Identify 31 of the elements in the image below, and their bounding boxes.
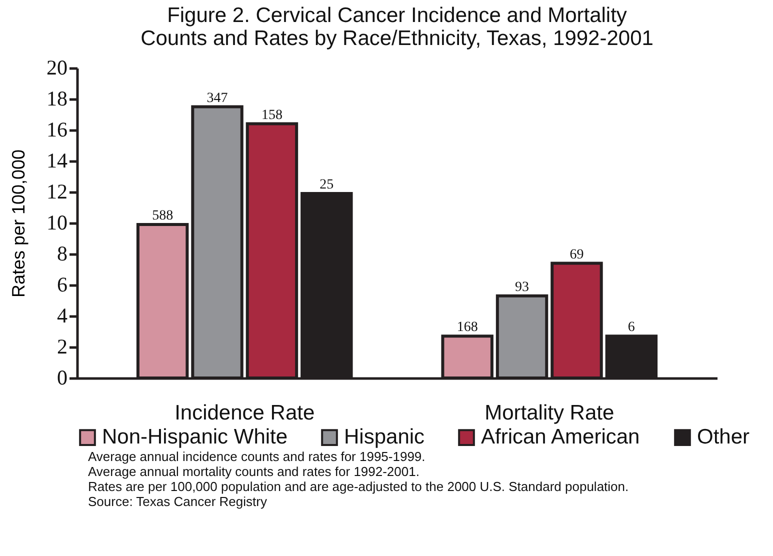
annotation: 93 [515, 280, 530, 295]
legend-label: Hispanic [344, 426, 425, 449]
annotation: 168 [456, 320, 478, 336]
annotation: 69 [570, 247, 584, 262]
annotation: 347 [206, 90, 228, 106]
text: Rates are per 100,000 population and are age-adjusted to the 2000 U.S. Standard population. [88, 479, 630, 494]
chart-title: Figure 2. Cervical Cancer Incidence and Mortality Counts and Rates by Race/Ethnicity, Texas, 1992-2001 [140, 4, 654, 50]
annotation: 588 [152, 208, 174, 224]
y-tick-label: 12 [46, 180, 68, 204]
legend-label: Non-Hispanic White [102, 426, 288, 449]
y-tick-label: 2 [57, 334, 68, 358]
y-tick-label: 14 [46, 148, 68, 172]
source-note: Source: Texas Cancer Registry [88, 494, 268, 509]
y-tick-label: 16 [46, 118, 68, 142]
annotation: 158 [261, 108, 282, 123]
y-tick-label: 10 [46, 210, 68, 234]
legend-label: African American [481, 426, 640, 449]
legend-label: Other [697, 426, 750, 449]
y-tick-label: 18 [46, 86, 68, 110]
y-tick-label: 6 [57, 272, 68, 296]
annotation: 25 [320, 178, 334, 193]
text: Average annual mortality counts and rates for 1992-2001. [88, 464, 420, 479]
annotation: 6 [628, 320, 635, 336]
y-axis-title: Rates per 100,000 [8, 149, 28, 298]
x-tick-label: Incidence Rate [174, 402, 315, 424]
y-tick-label: 8 [57, 242, 68, 266]
y-tick-label: 0 [57, 366, 68, 390]
y-tick-label: 4 [57, 304, 68, 328]
x-tick-label: Mortality Rate [484, 402, 614, 424]
y-tick-label: 20 [46, 56, 68, 80]
text: Average annual incidence counts and rates for 1995-1999. [88, 449, 426, 464]
